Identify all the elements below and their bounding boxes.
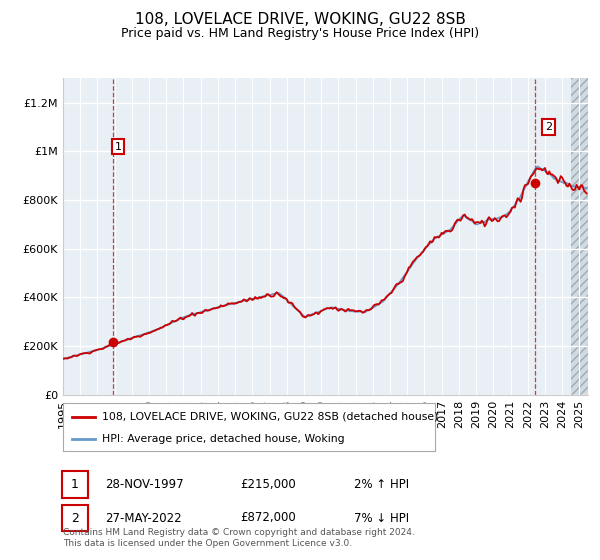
Bar xyxy=(571,78,588,395)
Text: 108, LOVELACE DRIVE, WOKING, GU22 8SB: 108, LOVELACE DRIVE, WOKING, GU22 8SB xyxy=(134,12,466,27)
Text: 2: 2 xyxy=(71,511,79,525)
Text: £215,000: £215,000 xyxy=(240,478,296,491)
Text: 2% ↑ HPI: 2% ↑ HPI xyxy=(354,478,409,491)
Text: 2: 2 xyxy=(545,122,552,132)
Text: 1: 1 xyxy=(115,142,122,152)
Text: HPI: Average price, detached house, Woking: HPI: Average price, detached house, Woki… xyxy=(102,434,344,444)
Text: Contains HM Land Registry data © Crown copyright and database right 2024.
This d: Contains HM Land Registry data © Crown c… xyxy=(63,528,415,548)
Text: 1: 1 xyxy=(71,478,79,491)
Text: 108, LOVELACE DRIVE, WOKING, GU22 8SB (detached house): 108, LOVELACE DRIVE, WOKING, GU22 8SB (d… xyxy=(102,412,439,422)
Text: 27-MAY-2022: 27-MAY-2022 xyxy=(105,511,182,525)
Text: 7% ↓ HPI: 7% ↓ HPI xyxy=(354,511,409,525)
Text: £872,000: £872,000 xyxy=(240,511,296,525)
Text: 28-NOV-1997: 28-NOV-1997 xyxy=(105,478,184,491)
Text: Price paid vs. HM Land Registry's House Price Index (HPI): Price paid vs. HM Land Registry's House … xyxy=(121,27,479,40)
